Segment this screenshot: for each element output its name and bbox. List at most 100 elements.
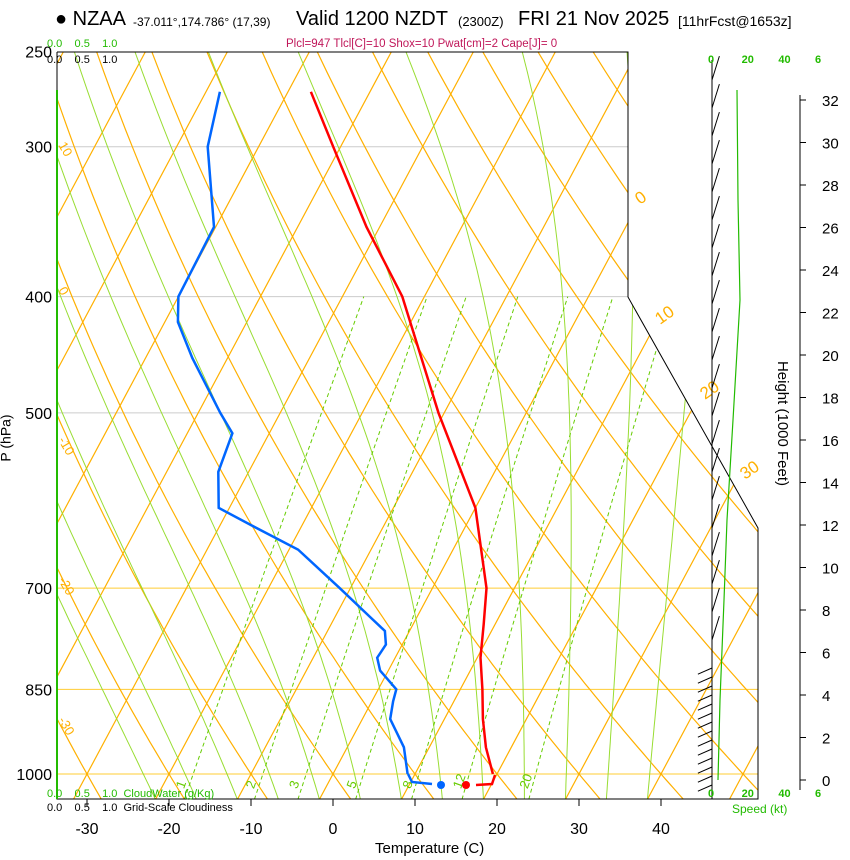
wind-barb [697, 694, 713, 702]
utc-time: (2300Z) [458, 14, 504, 29]
height-tick-label: 12 [822, 518, 839, 535]
isotherm-line [72, 52, 474, 799]
isotherm-line [564, 52, 758, 799]
wind-barb [711, 55, 720, 81]
wind-barb [711, 391, 720, 417]
isotherm-line [57, 52, 146, 799]
wind-barb [697, 685, 713, 693]
speed-ticks-bottom: 0 20 40 6 [708, 788, 822, 800]
x-axis-title: Temperature (C) [375, 840, 485, 857]
moist-adiabat [397, 52, 525, 799]
height-tick-label: 24 [822, 263, 839, 280]
isotherm-label: 30 [736, 457, 762, 483]
wind-barb [711, 111, 720, 137]
moist-adiabat [57, 52, 197, 799]
y-tick-label: 1000 [16, 767, 52, 784]
height-tick-label: 10 [822, 561, 839, 578]
height-tick-label: 18 [822, 391, 839, 408]
wind-barb [711, 419, 720, 445]
mixing-ratio-label: 3 [286, 778, 303, 790]
wind-barb [697, 739, 713, 747]
x-tick-label: 10 [406, 821, 424, 838]
wind-barb [697, 730, 713, 738]
dry-adiabat [57, 52, 435, 799]
height-tick-label: 2 [822, 731, 830, 748]
wind-barb [711, 279, 720, 305]
height-tick-label: 0 [822, 773, 830, 790]
height-tick-label: 6 [822, 646, 830, 663]
y-tick-label: 700 [25, 581, 52, 598]
wind-barb [711, 83, 720, 109]
wind-barb [711, 503, 720, 529]
isotherm-label: 10 [651, 302, 677, 328]
dry-adiabat [143, 52, 601, 799]
wind-barb [711, 223, 720, 249]
wind-barb [711, 559, 720, 585]
isotherm-label: 20 [696, 377, 722, 403]
cloudwater-ticks-top: 0.0 0.5 1.0 [47, 38, 118, 50]
surface-temperature-link [475, 774, 497, 787]
wind-barb [711, 335, 720, 361]
adiabat-label: -30 [55, 714, 77, 738]
dry-adiabat [306, 52, 758, 799]
forecast-info: [11hrFcst@1653z] [678, 13, 792, 29]
station-name: NZAA [72, 8, 126, 30]
wind-barb [697, 775, 713, 783]
surface-dewpoint-link [406, 773, 433, 786]
surface-temperature-dot [462, 781, 470, 789]
y2-axis-title: Height (1000 Feet) [774, 360, 792, 487]
speed-ticks-top: 0 20 40 6 [708, 54, 822, 66]
moist-adiabat [516, 52, 572, 799]
wind-barb [697, 757, 713, 765]
mixing-ratio-label: 5 [343, 778, 360, 790]
isotherm-line [482, 52, 758, 799]
background-lines [57, 52, 758, 799]
moist-adiabat [57, 52, 320, 799]
mixing-ratio-line [461, 296, 614, 799]
cloudiness-scale: 0.0 0.5 1.0 Grid-Scale Cloudiness [47, 802, 233, 814]
station-id: ● NZAA [55, 8, 126, 30]
dry-adiabat [524, 52, 758, 799]
mixing-ratio-label: 8 [399, 778, 416, 790]
wind-barb [697, 721, 713, 729]
dry-adiabat [57, 52, 352, 799]
wind-barb [711, 363, 720, 389]
station-coords: -37.011°,174.786° (17,39) [133, 15, 271, 29]
x-tick-label: -30 [75, 821, 98, 838]
height-tick-label: 20 [822, 348, 839, 365]
height-tick-label: 14 [822, 476, 839, 493]
isotherm-line [57, 52, 228, 799]
mixing-ratio-line [253, 296, 428, 799]
isotherm-line [646, 52, 758, 799]
temperature-line [309, 91, 495, 775]
isotherm-line [154, 52, 556, 799]
height-tick-label: 8 [822, 603, 830, 620]
wind-barb [697, 712, 713, 720]
height-tick-label: 30 [822, 136, 839, 153]
dry-adiabat [252, 52, 758, 799]
mixing-ratio-line [528, 296, 673, 799]
moist-adiabat [57, 52, 279, 799]
x-tick-label: 40 [652, 821, 670, 838]
wind-barb [697, 703, 713, 711]
dry-adiabat [470, 52, 758, 799]
x-tick-label: 30 [570, 821, 588, 838]
y-tick-label: 300 [25, 140, 52, 157]
adiabat-label: 10 [55, 139, 75, 159]
wind-barb [711, 447, 720, 473]
wind-barb [697, 748, 713, 756]
wind-barb [711, 615, 720, 641]
moist-adiabat [57, 52, 156, 799]
wind-barb [711, 531, 720, 557]
moist-adiabat [67, 52, 361, 799]
dry-adiabat [57, 52, 186, 799]
plot-frame [56, 51, 759, 800]
height-tick-label: 22 [822, 306, 839, 323]
surface-dewpoint-dot [437, 781, 445, 789]
wind-barb [711, 139, 720, 165]
moist-adiabat [288, 52, 484, 799]
wind-barb [697, 766, 713, 774]
mixing-ratio-label: 20 [516, 772, 535, 791]
